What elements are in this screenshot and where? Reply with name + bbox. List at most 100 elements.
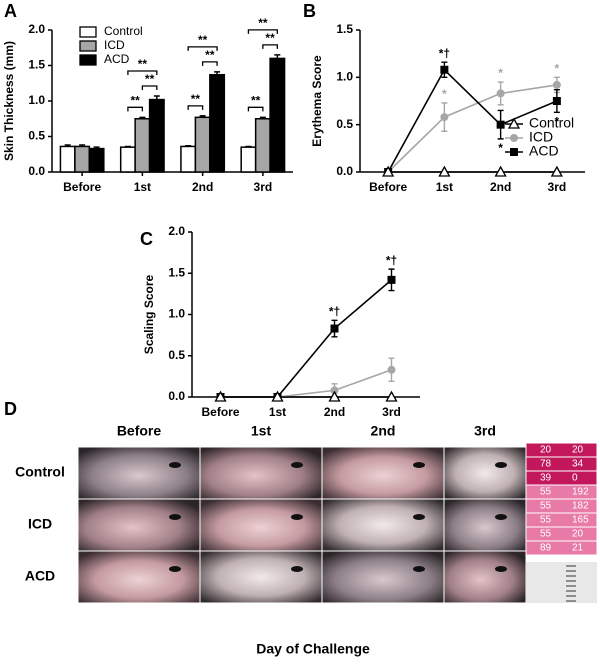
y-tick-label: 1.5 bbox=[168, 265, 185, 279]
y-tick-label: 0.5 bbox=[336, 117, 353, 131]
photo-eye bbox=[495, 566, 507, 572]
legend-label: Control bbox=[529, 115, 574, 131]
significance-label: ** bbox=[265, 31, 275, 45]
legend-swatch bbox=[79, 26, 97, 38]
point bbox=[328, 390, 341, 402]
point bbox=[494, 165, 507, 177]
y-tick-label: 1.5 bbox=[336, 22, 353, 36]
error-bar bbox=[93, 146, 100, 149]
bar bbox=[194, 116, 211, 173]
color-card-cell bbox=[525, 470, 598, 486]
legend-swatch bbox=[79, 54, 97, 66]
y-tick-label: 0.5 bbox=[28, 129, 45, 143]
x-tick-label: 2nd bbox=[192, 180, 213, 194]
column-label: 3rd bbox=[474, 423, 496, 439]
error-bar bbox=[124, 145, 131, 148]
significance-bracket bbox=[187, 46, 218, 51]
significance-bracket bbox=[247, 106, 264, 112]
x-tick-label: 1st bbox=[134, 180, 151, 194]
point bbox=[440, 113, 449, 122]
panel-label: D bbox=[4, 399, 17, 419]
error-bar bbox=[185, 144, 192, 147]
panel-label: C bbox=[140, 229, 153, 249]
photo bbox=[321, 550, 445, 604]
photo-eye bbox=[495, 514, 507, 520]
line bbox=[220, 369, 392, 398]
panel-label: A bbox=[4, 1, 17, 21]
bar bbox=[119, 146, 136, 173]
y-tick-label: 1.0 bbox=[168, 307, 185, 321]
point bbox=[271, 390, 284, 402]
significance-bracket bbox=[247, 29, 278, 34]
significance-label: ** bbox=[130, 94, 140, 108]
photo-eye bbox=[169, 462, 181, 468]
photo-eye bbox=[291, 462, 303, 468]
photo-eye bbox=[291, 514, 303, 520]
color-card-label: 55 bbox=[540, 515, 552, 526]
significance-label: ** bbox=[198, 33, 208, 47]
significance-bracket bbox=[262, 44, 278, 49]
y-axis-label: Scaling Score bbox=[142, 274, 156, 354]
legend-marker bbox=[510, 148, 518, 156]
color-card-label: 55 bbox=[540, 487, 552, 498]
bar bbox=[148, 98, 165, 173]
significance-label: * bbox=[442, 87, 447, 101]
photo-eye bbox=[169, 566, 181, 572]
row-label: Control bbox=[15, 464, 65, 480]
point bbox=[382, 165, 395, 177]
photo bbox=[443, 550, 527, 604]
color-card-cell bbox=[525, 456, 598, 472]
point bbox=[552, 80, 561, 89]
point bbox=[438, 165, 451, 177]
color-card-label: 192 bbox=[572, 487, 589, 498]
significance-label: ** bbox=[145, 72, 155, 86]
y-tick-label: 0.0 bbox=[28, 164, 45, 178]
error-bar bbox=[245, 145, 252, 148]
y-axis-label: Erythema Score bbox=[310, 55, 324, 147]
legend-label: ICD bbox=[104, 38, 125, 52]
bar bbox=[59, 145, 76, 173]
x-axis-label: Day of Challenge bbox=[256, 641, 370, 657]
significance-label: * bbox=[555, 62, 560, 76]
bar bbox=[74, 145, 91, 173]
photo bbox=[443, 498, 527, 552]
photo-eye bbox=[169, 514, 181, 520]
error-bar bbox=[214, 71, 221, 75]
legend-label: Control bbox=[104, 24, 143, 38]
color-card-label: 182 bbox=[572, 501, 589, 512]
row-label: ICD bbox=[28, 516, 52, 532]
legend-marker bbox=[510, 134, 518, 142]
color-card-label: 78 bbox=[540, 459, 552, 470]
photo bbox=[77, 446, 201, 500]
x-tick-label: 2nd bbox=[490, 180, 511, 194]
ruler bbox=[526, 562, 597, 603]
photo bbox=[77, 498, 201, 552]
point bbox=[330, 386, 339, 395]
bar bbox=[240, 146, 257, 173]
point bbox=[552, 97, 561, 105]
color-card-label: 165 bbox=[572, 515, 589, 526]
y-tick-label: 1.5 bbox=[28, 58, 45, 72]
photo-panel: D Before 1st 2nd 3rd Control ICD ACD 20 20 78 34 39 0… bbox=[4, 399, 598, 657]
point bbox=[496, 120, 505, 129]
photo bbox=[321, 446, 445, 500]
photo-eye bbox=[413, 462, 425, 468]
legend-label: ACD bbox=[104, 52, 130, 66]
y-tick-label: 0.0 bbox=[336, 164, 353, 178]
x-tick-label: 1st bbox=[269, 405, 286, 419]
point bbox=[387, 275, 396, 284]
row-label: ACD bbox=[25, 568, 55, 584]
y-axis-label: Skin Thickness (mm) bbox=[2, 41, 16, 161]
photo-eye bbox=[413, 514, 425, 520]
significance-label: ** bbox=[258, 16, 268, 30]
x-tick-label: Before bbox=[63, 180, 101, 194]
line bbox=[387, 84, 557, 173]
photo bbox=[443, 446, 527, 500]
photo bbox=[321, 498, 445, 552]
color-card-label: 0 bbox=[572, 473, 578, 484]
legend-swatch bbox=[79, 40, 97, 52]
significance-label: * bbox=[498, 141, 503, 155]
column-label: Before bbox=[117, 423, 162, 439]
significance-label: ** bbox=[205, 48, 215, 62]
significance-label: ** bbox=[138, 57, 148, 71]
